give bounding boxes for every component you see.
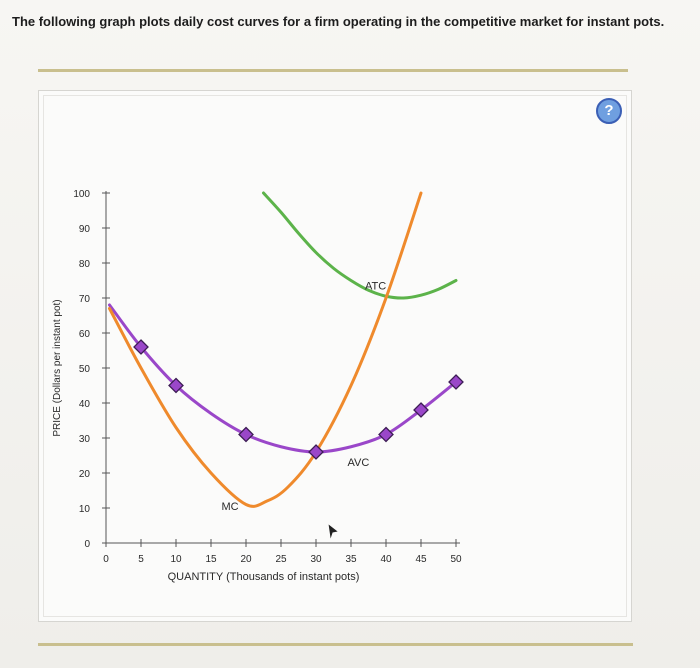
avc-point-marker[interactable]	[308, 444, 324, 460]
curve-label-mc: MC	[222, 501, 239, 513]
x-tick-label: 10	[170, 554, 182, 565]
avc-point-marker[interactable]	[413, 402, 429, 418]
x-tick-label: 25	[275, 554, 287, 565]
y-axis-title: PRICE (Dollars per instant pot)	[52, 299, 63, 436]
y-tick-label: 20	[79, 469, 91, 480]
curve-avc	[108, 303, 458, 454]
avc-point-marker[interactable]	[168, 377, 184, 394]
y-tick-label: 40	[79, 399, 91, 410]
x-tick-label: 45	[415, 554, 427, 565]
y-tick-label: 30	[79, 434, 91, 445]
help-icon[interactable]: ?	[596, 98, 622, 124]
x-tick-label: 30	[310, 554, 322, 565]
x-tick-label: 40	[380, 554, 392, 565]
x-tick-label: 50	[450, 554, 462, 565]
curve-atc	[262, 191, 458, 300]
curve-mc	[108, 191, 423, 508]
top-divider	[38, 69, 628, 72]
x-tick-label: 35	[345, 554, 357, 565]
x-tick-label: 15	[205, 554, 217, 565]
y-tick-label: 70	[79, 294, 91, 305]
graph-inner-frame	[43, 95, 627, 617]
y-tick-label: 100	[73, 189, 90, 200]
question-text: The following graph plots daily cost cur…	[12, 14, 665, 29]
y-tick-label: 60	[79, 329, 91, 340]
x-tick-label: 20	[240, 554, 252, 565]
bottom-divider	[38, 643, 633, 646]
curve-label-atc: ATC	[365, 280, 386, 292]
y-tick-label: 10	[79, 504, 91, 515]
curve-label-avc: AVC	[348, 457, 370, 469]
y-tick-label: 90	[79, 224, 91, 235]
y-tick-label: 0	[84, 539, 90, 550]
x-tick-label: 5	[138, 554, 144, 565]
y-tick-label: 50	[79, 364, 91, 375]
graph-panel	[38, 90, 632, 622]
avc-point-marker[interactable]	[133, 339, 149, 355]
x-axis-title: QUANTITY (Thousands of instant pots)	[168, 571, 360, 583]
y-tick-label: 80	[79, 259, 91, 270]
avc-point-marker[interactable]	[448, 374, 464, 390]
avc-point-marker[interactable]	[378, 426, 394, 443]
mouse-cursor-icon	[328, 524, 338, 539]
avc-point-marker[interactable]	[238, 426, 254, 443]
x-tick-label: 0	[103, 554, 109, 565]
